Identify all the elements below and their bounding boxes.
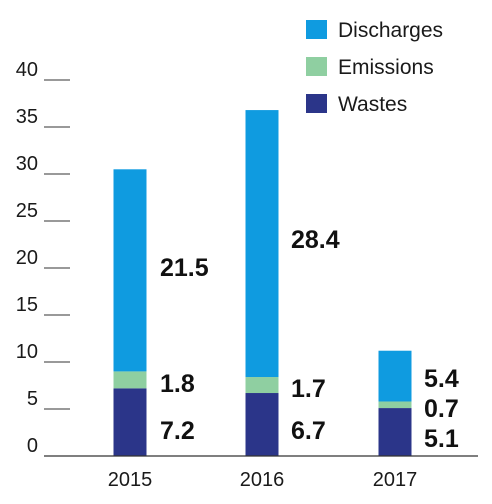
y-tick-label-25: 25 bbox=[16, 200, 38, 222]
data-label-discharges-2015: 21.5 bbox=[160, 254, 209, 282]
bar-wastes-2016 bbox=[245, 393, 279, 456]
data-label-wastes-2015: 7.2 bbox=[160, 417, 195, 445]
x-axis: 2015 2016 2017 bbox=[44, 455, 478, 491]
y-axis: 0 5 10 15 20 25 30 35 40 bbox=[16, 59, 70, 457]
bar-discharges-2015 bbox=[113, 169, 147, 372]
bar-wastes-2015 bbox=[113, 388, 147, 456]
data-labels: 7.2 1.8 21.5 6.7 1.7 28.4 5.10.75.4 bbox=[160, 226, 459, 453]
bar-discharges-2016 bbox=[245, 110, 279, 378]
bar-wastes-2017 bbox=[378, 408, 412, 456]
bar-emissions-2015 bbox=[113, 371, 147, 389]
x-tick-label-2016: 2016 bbox=[240, 469, 285, 491]
y-tick-label-40: 40 bbox=[16, 59, 38, 81]
legend-swatch-wastes bbox=[306, 94, 327, 113]
y-tick-label-20: 20 bbox=[16, 247, 38, 269]
legend-label-wastes: Wastes bbox=[338, 93, 407, 116]
y-tick-label-15: 15 bbox=[16, 294, 38, 316]
data-label-emissions-2016: 1.7 bbox=[291, 375, 326, 403]
data-label-discharges-2016: 28.4 bbox=[291, 226, 340, 254]
y-tick-label-35: 35 bbox=[16, 106, 38, 128]
y-tick-label-10: 10 bbox=[16, 341, 38, 363]
data-label-wastes-2016: 6.7 bbox=[291, 417, 326, 445]
data-label-emissions-2015: 1.8 bbox=[160, 370, 195, 398]
legend-swatch-emissions bbox=[306, 57, 327, 76]
legend-swatch-discharges bbox=[306, 20, 327, 39]
bar-emissions-2017 bbox=[378, 401, 412, 409]
x-tick-label-2017: 2017 bbox=[373, 469, 418, 491]
y-tick-label-0: 0 bbox=[27, 435, 38, 457]
y-tick-label-30: 30 bbox=[16, 153, 38, 175]
data-label-wastes-2017: 5.1 bbox=[424, 425, 459, 453]
data-label-discharges-2017: 5.4 bbox=[424, 365, 459, 393]
bar-emissions-2016 bbox=[245, 377, 279, 394]
bars bbox=[113, 110, 412, 456]
y-tick-label-5: 5 bbox=[27, 388, 38, 410]
data-label-emissions-2017: 0.7 bbox=[424, 395, 459, 423]
legend-label-emissions: Emissions bbox=[338, 56, 434, 79]
bar-discharges-2017 bbox=[378, 350, 412, 402]
legend: Discharges Emissions Wastes bbox=[306, 19, 443, 116]
legend-label-discharges: Discharges bbox=[338, 19, 443, 42]
x-tick-label-2015: 2015 bbox=[108, 469, 153, 491]
